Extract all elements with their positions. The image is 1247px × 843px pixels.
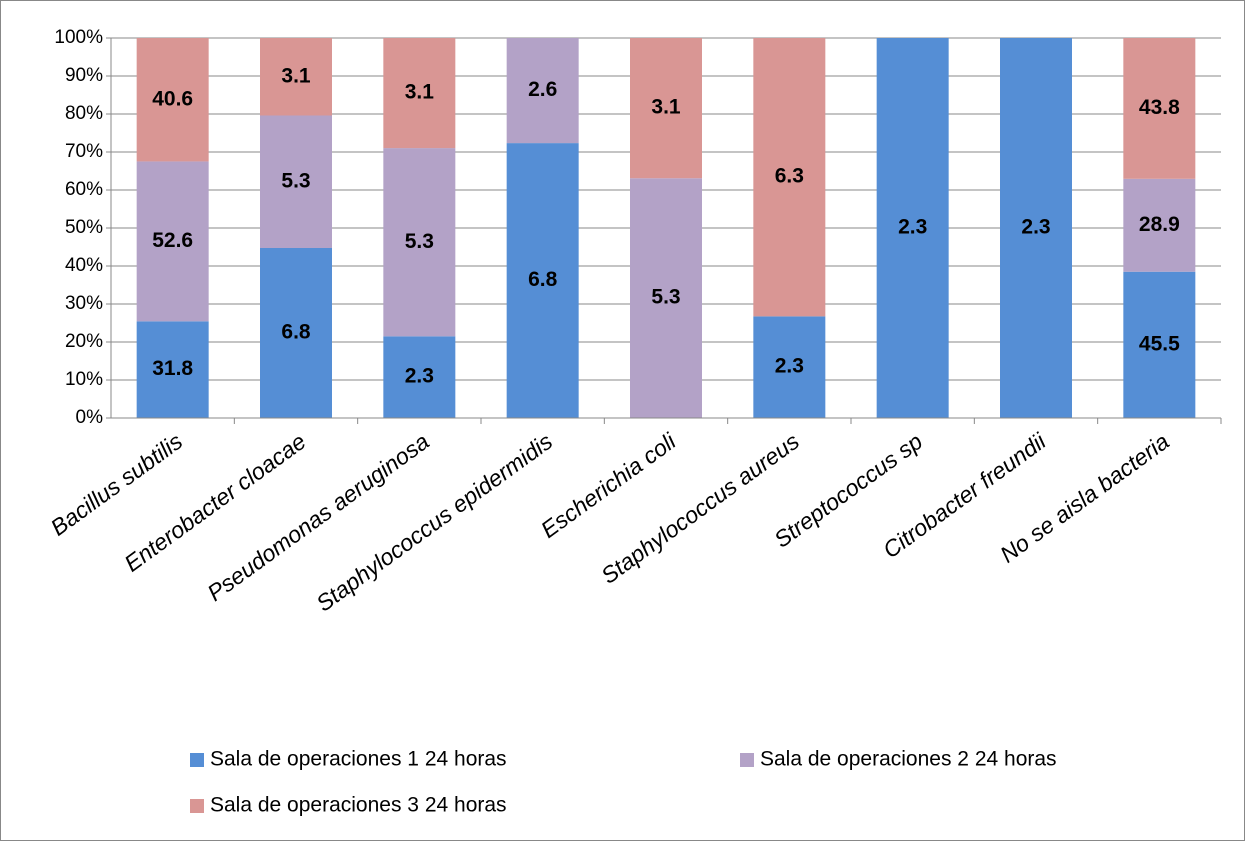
bar-segment <box>1000 38 1072 418</box>
legend-swatch <box>190 753 204 767</box>
bar-segment <box>506 143 579 418</box>
data-label: 5.3 <box>281 169 310 192</box>
data-label: 31.8 <box>152 357 193 380</box>
data-label: 45.5 <box>1139 332 1180 355</box>
legend-label: Sala de operaciones 2 24 horas <box>760 748 1057 771</box>
bar-segment <box>1123 271 1196 418</box>
data-label: 3.1 <box>651 96 681 119</box>
bar-segment <box>1123 38 1196 179</box>
bar-segment <box>753 38 826 317</box>
bar-segment <box>506 38 579 144</box>
data-label: 3.1 <box>281 64 311 87</box>
bar-segment <box>260 248 332 418</box>
data-label: 5.3 <box>405 230 434 253</box>
data-label: 5.3 <box>651 286 680 309</box>
legend-label: Sala de operaciones 1 24 horas <box>210 748 507 771</box>
bar-segment <box>753 316 826 418</box>
data-label: 40.6 <box>152 87 193 110</box>
y-tick-label: 60% <box>65 179 103 200</box>
bar-segment <box>383 38 456 149</box>
y-tick-label: 20% <box>65 331 103 352</box>
y-tick-label: 80% <box>65 103 103 124</box>
bar-segment <box>260 115 332 248</box>
data-label: 52.6 <box>152 229 193 252</box>
y-tick-label: 40% <box>65 255 103 276</box>
y-tick-label: 10% <box>65 369 103 390</box>
bar-segment <box>136 161 209 322</box>
bar-segment <box>383 336 456 418</box>
data-label: 2.3 <box>405 365 434 388</box>
data-label: 6.8 <box>528 268 558 291</box>
bar-segment <box>136 38 209 162</box>
y-tick-label: 50% <box>65 217 103 238</box>
data-label: 43.8 <box>1139 96 1180 119</box>
y-tick-label: 30% <box>65 293 103 314</box>
data-label: 6.3 <box>775 165 804 188</box>
data-label: 2.3 <box>1021 216 1050 239</box>
bar-segment <box>876 38 949 418</box>
data-label: 3.1 <box>405 81 435 104</box>
data-label: 2.3 <box>898 216 927 239</box>
legend-swatch <box>740 753 754 767</box>
y-tick-label: 70% <box>65 141 103 162</box>
data-label: 2.6 <box>528 78 557 101</box>
y-tick-label: 0% <box>76 407 104 428</box>
bar-segment <box>1123 178 1196 272</box>
y-tick-label: 100% <box>54 27 103 48</box>
data-label: 28.9 <box>1139 213 1180 236</box>
y-tick-label: 90% <box>65 65 103 86</box>
legend-label: Sala de operaciones 3 24 horas <box>210 794 507 817</box>
data-label: 6.8 <box>281 321 311 344</box>
bar-segment <box>630 38 702 179</box>
data-label: 2.3 <box>775 355 804 378</box>
bar-segment <box>383 148 456 337</box>
legend-swatch <box>190 799 204 813</box>
bar-segment <box>630 178 702 418</box>
bar-segment <box>260 38 332 116</box>
bar-segment <box>136 321 209 418</box>
